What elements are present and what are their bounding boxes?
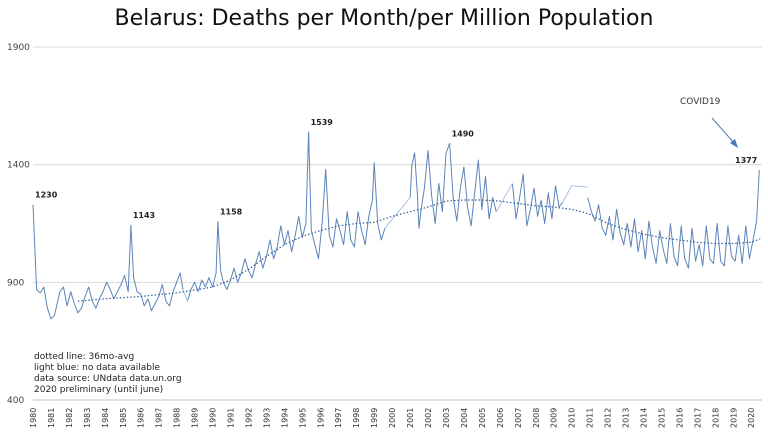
x-tick-label: 1993: [262, 408, 271, 428]
x-tick-label: 2014: [639, 408, 648, 428]
x-tick-label: 2017: [693, 408, 702, 428]
x-tick-label: 1991: [227, 408, 236, 428]
data-label: 1539: [311, 118, 334, 127]
series-line-monthly: [511, 173, 564, 227]
data-label: 1490: [452, 129, 475, 138]
data-label: 1143: [133, 211, 155, 220]
x-tick-label: 1996: [316, 408, 325, 428]
x-tick-label: 2009: [550, 408, 559, 428]
x-tick-label: 1992: [244, 408, 253, 428]
x-tick-label: 2005: [478, 408, 487, 428]
x-tick-label: 2003: [442, 408, 451, 428]
x-tick-label: 1982: [65, 408, 74, 428]
annotation-arrowhead: [730, 139, 738, 148]
x-tick-label: 1986: [137, 408, 146, 428]
series-line-monthly: [409, 143, 497, 229]
x-tick-label: 1995: [298, 408, 307, 428]
annotation-arrow: [711, 117, 736, 145]
y-tick-label: 900: [7, 278, 24, 288]
note-preliminary: 2020 preliminary (until june): [34, 385, 164, 395]
x-tick-label: 1983: [83, 408, 92, 428]
x-tick-label: 2007: [514, 408, 523, 428]
x-tick-label: 2002: [424, 408, 433, 428]
x-tick-label: 2000: [388, 408, 397, 428]
note-source: data source: UNdata data.un.org: [34, 374, 182, 384]
x-tick-label: 1985: [119, 408, 128, 428]
x-tick-label: 2013: [622, 408, 631, 428]
series-line-monthly: [587, 170, 760, 269]
x-tick-label: 2001: [406, 408, 415, 428]
x-tick-label: 2019: [729, 408, 738, 428]
note-avg: dotted line: 36mo-avg: [34, 352, 135, 362]
y-tick-label: 1900: [7, 43, 30, 53]
x-tick-label: 1988: [173, 408, 182, 428]
chart-title: Belarus: Deaths per Month/per Million Po…: [114, 6, 654, 31]
x-tick-label: 1998: [352, 408, 361, 428]
series-line-no-data: [495, 183, 513, 212]
x-tick-label: 2006: [496, 408, 505, 428]
x-tick-label: 1984: [101, 408, 110, 428]
data-label: 1230: [35, 191, 58, 200]
x-tick-label: 1987: [155, 408, 164, 428]
x-tick-label: 2012: [604, 408, 613, 428]
x-tick-label: 2004: [460, 408, 469, 428]
x-tick-label: 2016: [675, 408, 684, 428]
x-tick-label: 2015: [657, 408, 666, 428]
x-tick-label: 1999: [370, 408, 379, 428]
y-tick-label: 400: [7, 396, 24, 406]
x-tick-label: 2020: [747, 408, 756, 428]
x-tick-label: 2018: [711, 408, 720, 428]
data-label: 1377: [735, 156, 757, 165]
y-tick-label: 1400: [7, 161, 30, 171]
x-tick-label: 1989: [191, 408, 200, 428]
data-label: 1158: [220, 208, 243, 217]
series-line-36mo-avg: [77, 199, 761, 302]
series-line-no-data: [562, 185, 588, 203]
annotation-covid19: COVID19: [680, 97, 721, 107]
x-tick-label: 2011: [586, 408, 595, 428]
x-tick-label: 2010: [568, 408, 577, 428]
x-tick-label: 1994: [280, 408, 289, 428]
x-tick-label: 1997: [334, 408, 343, 428]
series-line-monthly: [186, 131, 386, 302]
note-light-blue: light blue: no data available: [34, 363, 160, 373]
x-tick-label: 1981: [47, 408, 56, 428]
x-tick-label: 1980: [29, 408, 38, 428]
series-line-no-data: [384, 197, 411, 229]
x-tick-label: 1990: [209, 408, 218, 428]
x-tick-label: 2008: [532, 408, 541, 428]
series-line-monthly: [32, 204, 184, 320]
